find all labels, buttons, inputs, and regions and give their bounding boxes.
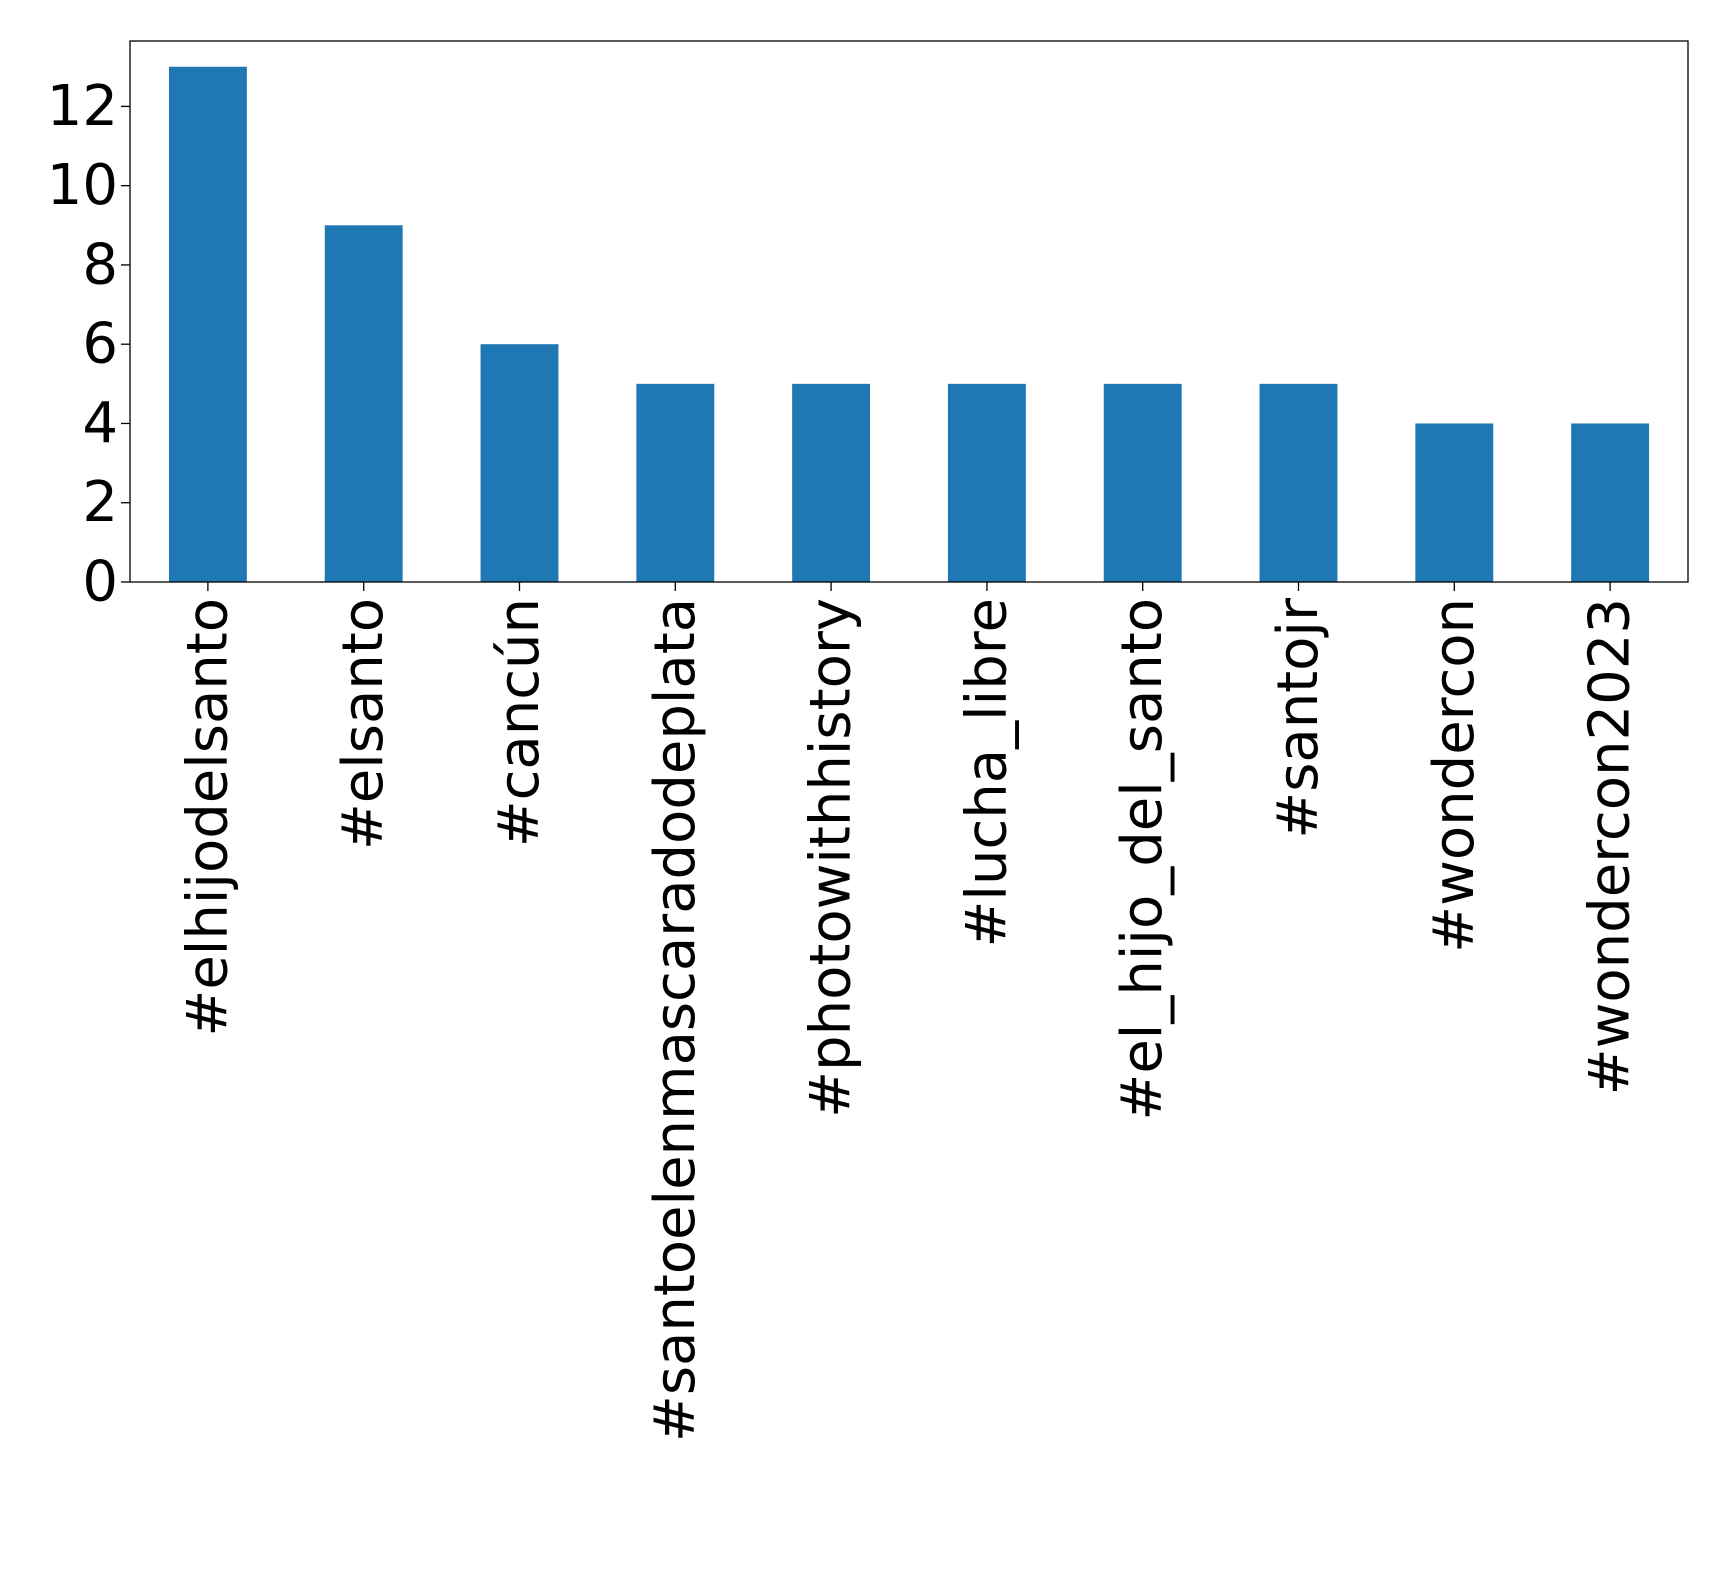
x-tick-label-0: #elhijodelsanto [175,598,240,1037]
y-axis: 0 2 4 6 8 10 12 [47,74,130,615]
bar-6 [1103,383,1182,582]
bar-2 [480,344,559,582]
y-tick-label-6: 12 [47,74,118,139]
x-tick-label-7: #santojr [1266,597,1331,839]
x-tick-label-2: #cancún [487,598,552,847]
y-tick-label-1: 2 [82,470,118,535]
y-tick-label-5: 10 [47,153,118,218]
x-axis: #elhijodelsanto #elsanto #cancún #santoelen… [175,582,1643,1442]
bar-1 [324,225,403,583]
bars-layer [168,66,1650,583]
bar-5 [947,383,1026,582]
bar-4 [792,383,871,582]
y-tick-label-4: 8 [82,232,118,297]
bar-9 [1571,423,1650,582]
bar-0 [168,66,247,582]
x-tick-label-8: #wondercon [1422,598,1487,953]
x-tick-label-9: #wondercon2023 [1578,598,1643,1095]
plot-frame [129,40,1689,583]
bar-3 [636,383,715,582]
y-tick-label-0: 0 [82,550,118,615]
x-tick-label-6: #el_hijo_del_santo [1110,598,1175,1121]
x-tick-label-3: #santoelenmascaradodeplata [643,598,708,1442]
bar-7 [1259,383,1338,582]
bar-8 [1415,423,1494,582]
y-tick-label-3: 6 [82,312,118,377]
x-tick-label-4: #photowithhistory [799,598,864,1118]
x-tick-label-1: #elsanto [331,598,396,850]
x-tick-label-5: #lucha_libre [954,598,1019,947]
y-tick-label-2: 4 [82,391,118,456]
